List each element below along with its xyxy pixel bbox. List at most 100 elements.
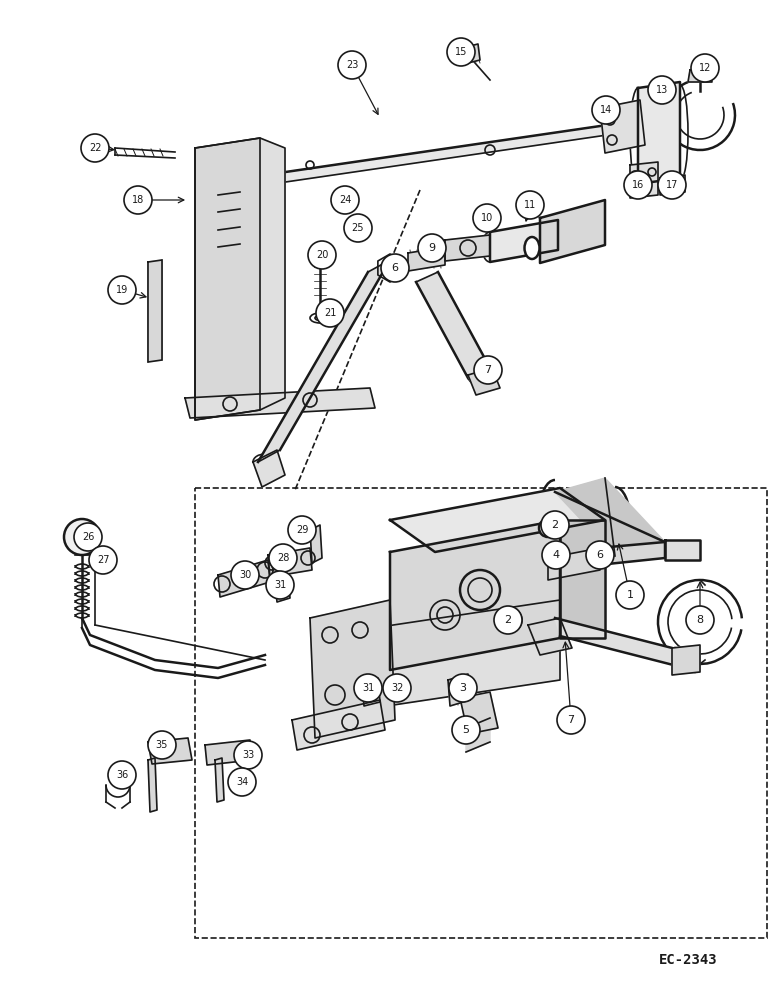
Circle shape <box>354 674 382 702</box>
Text: 2: 2 <box>551 520 559 530</box>
Polygon shape <box>672 645 700 675</box>
Polygon shape <box>555 478 665 556</box>
Polygon shape <box>600 100 645 153</box>
Text: 2: 2 <box>504 615 512 625</box>
Polygon shape <box>265 118 655 185</box>
Polygon shape <box>390 520 560 670</box>
Ellipse shape <box>546 544 560 560</box>
Text: 36: 36 <box>116 770 128 780</box>
Text: 18: 18 <box>132 195 144 205</box>
Polygon shape <box>148 260 162 362</box>
Circle shape <box>449 674 477 702</box>
Polygon shape <box>555 618 685 668</box>
Circle shape <box>108 276 136 304</box>
Ellipse shape <box>236 780 244 786</box>
Polygon shape <box>205 740 252 765</box>
Text: 31: 31 <box>362 683 374 693</box>
Polygon shape <box>258 260 390 462</box>
Text: 9: 9 <box>428 243 435 253</box>
Circle shape <box>418 234 446 262</box>
Polygon shape <box>445 235 490 261</box>
Text: 13: 13 <box>656 85 668 95</box>
Circle shape <box>686 606 714 634</box>
Circle shape <box>648 76 676 104</box>
Polygon shape <box>638 82 680 184</box>
Polygon shape <box>528 618 572 655</box>
Polygon shape <box>448 674 470 706</box>
Polygon shape <box>195 138 285 420</box>
Text: 20: 20 <box>316 250 328 260</box>
Text: 11: 11 <box>524 200 536 210</box>
Text: 26: 26 <box>82 532 94 542</box>
Text: 15: 15 <box>455 47 467 57</box>
Text: 4: 4 <box>553 550 560 560</box>
Circle shape <box>124 186 152 214</box>
Text: 12: 12 <box>699 63 711 73</box>
Circle shape <box>592 96 620 124</box>
Ellipse shape <box>351 221 369 235</box>
Circle shape <box>381 254 409 282</box>
Circle shape <box>447 38 475 66</box>
Circle shape <box>74 523 102 551</box>
Ellipse shape <box>539 519 557 537</box>
Text: EC-2343: EC-2343 <box>659 953 717 967</box>
Text: 10: 10 <box>481 213 493 223</box>
Circle shape <box>231 561 259 589</box>
Text: 6: 6 <box>597 550 604 560</box>
Circle shape <box>266 571 294 599</box>
Polygon shape <box>310 525 322 563</box>
Polygon shape <box>218 560 270 597</box>
Ellipse shape <box>339 192 357 208</box>
Polygon shape <box>185 388 375 418</box>
Text: 8: 8 <box>696 615 703 625</box>
Polygon shape <box>253 450 285 487</box>
Text: 32: 32 <box>391 683 403 693</box>
Polygon shape <box>360 600 560 710</box>
Circle shape <box>691 54 719 82</box>
Text: 21: 21 <box>323 308 336 318</box>
Circle shape <box>383 674 411 702</box>
Text: 14: 14 <box>600 105 612 115</box>
Text: 1: 1 <box>627 590 634 600</box>
Text: 28: 28 <box>277 553 290 563</box>
Polygon shape <box>148 738 192 764</box>
Text: 30: 30 <box>239 570 251 580</box>
Polygon shape <box>195 138 260 420</box>
Polygon shape <box>462 44 480 64</box>
Text: 19: 19 <box>116 285 128 295</box>
Text: 27: 27 <box>96 555 110 565</box>
Polygon shape <box>630 162 658 198</box>
Circle shape <box>452 716 480 744</box>
Circle shape <box>474 356 502 384</box>
Polygon shape <box>310 600 395 738</box>
Circle shape <box>557 706 585 734</box>
Polygon shape <box>268 548 312 577</box>
Polygon shape <box>560 520 605 638</box>
Polygon shape <box>215 758 224 802</box>
Text: 7: 7 <box>567 715 574 725</box>
Circle shape <box>338 51 366 79</box>
Text: 34: 34 <box>236 777 248 787</box>
Text: 17: 17 <box>665 180 678 190</box>
Circle shape <box>108 761 136 789</box>
Text: 5: 5 <box>462 725 469 735</box>
Circle shape <box>541 511 569 539</box>
Polygon shape <box>460 692 498 734</box>
Text: 25: 25 <box>352 223 364 233</box>
Polygon shape <box>490 220 558 262</box>
Text: 6: 6 <box>391 263 398 273</box>
Ellipse shape <box>232 776 248 790</box>
Circle shape <box>473 204 501 232</box>
Circle shape <box>308 241 336 269</box>
Polygon shape <box>468 368 500 395</box>
Polygon shape <box>378 254 402 282</box>
Circle shape <box>624 171 652 199</box>
Ellipse shape <box>388 680 402 696</box>
Circle shape <box>516 191 544 219</box>
Circle shape <box>586 541 614 569</box>
Circle shape <box>234 741 262 769</box>
Circle shape <box>494 606 522 634</box>
Circle shape <box>269 544 297 572</box>
Polygon shape <box>362 678 380 706</box>
Polygon shape <box>540 200 605 263</box>
